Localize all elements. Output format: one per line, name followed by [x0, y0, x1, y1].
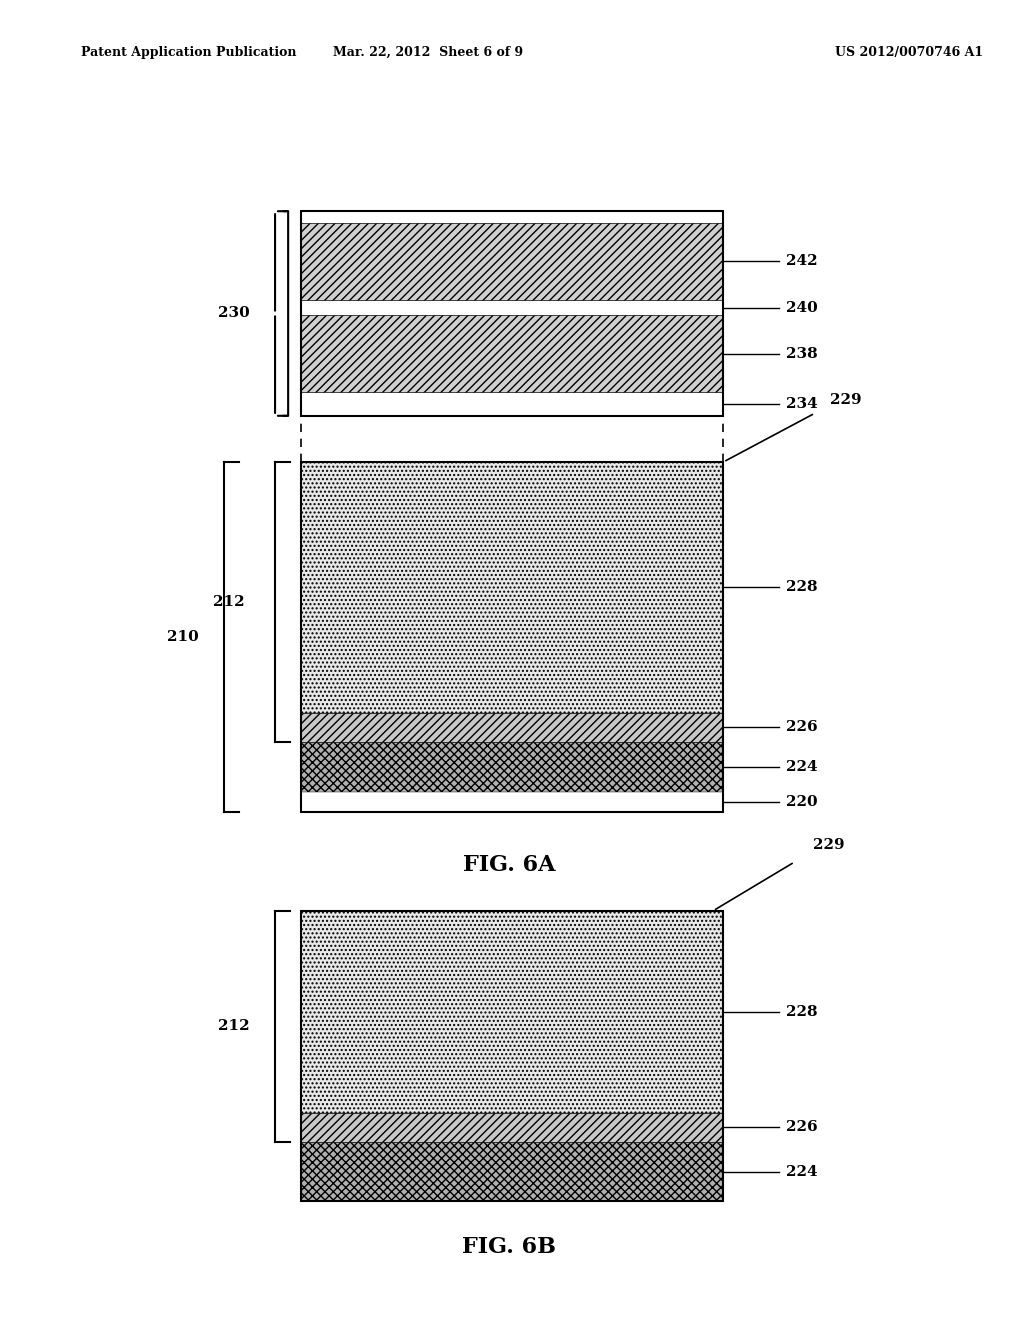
Bar [300, 1113, 723, 1142]
Text: Patent Application Publication: Patent Application Publication [82, 46, 297, 59]
Bar [300, 713, 723, 742]
Bar [300, 742, 723, 792]
Text: 224: 224 [786, 760, 818, 774]
Text: FIG. 6B: FIG. 6B [463, 1237, 556, 1258]
Text: 224: 224 [786, 1164, 818, 1179]
Bar [300, 462, 723, 713]
Text: 240: 240 [786, 301, 818, 314]
Bar [300, 792, 723, 812]
Text: 228: 228 [786, 581, 818, 594]
Bar [300, 462, 723, 812]
Text: 226: 226 [786, 721, 818, 734]
Text: 212: 212 [218, 1019, 250, 1034]
Bar [300, 911, 723, 1113]
Text: 229: 229 [830, 393, 862, 407]
Text: 220: 220 [786, 795, 818, 809]
Bar [300, 300, 723, 315]
Bar [300, 392, 723, 416]
Bar [300, 211, 723, 416]
Bar [300, 223, 723, 300]
Text: 212: 212 [213, 595, 245, 609]
Text: 228: 228 [786, 1005, 818, 1019]
Text: 238: 238 [786, 347, 818, 360]
Text: FIG. 6A: FIG. 6A [463, 854, 556, 875]
Text: US 2012/0070746 A1: US 2012/0070746 A1 [836, 46, 983, 59]
Text: 242: 242 [786, 255, 818, 268]
Text: 234: 234 [786, 397, 818, 411]
Bar [300, 315, 723, 392]
Bar [300, 911, 723, 1201]
Bar [300, 911, 723, 1201]
Text: 230: 230 [218, 306, 250, 321]
Bar [300, 462, 723, 812]
Bar [300, 211, 723, 416]
Text: 229: 229 [813, 838, 845, 851]
Bar [300, 1142, 723, 1201]
Text: 226: 226 [786, 1121, 818, 1134]
Text: Mar. 22, 2012  Sheet 6 of 9: Mar. 22, 2012 Sheet 6 of 9 [333, 46, 523, 59]
Text: 210: 210 [168, 630, 200, 644]
